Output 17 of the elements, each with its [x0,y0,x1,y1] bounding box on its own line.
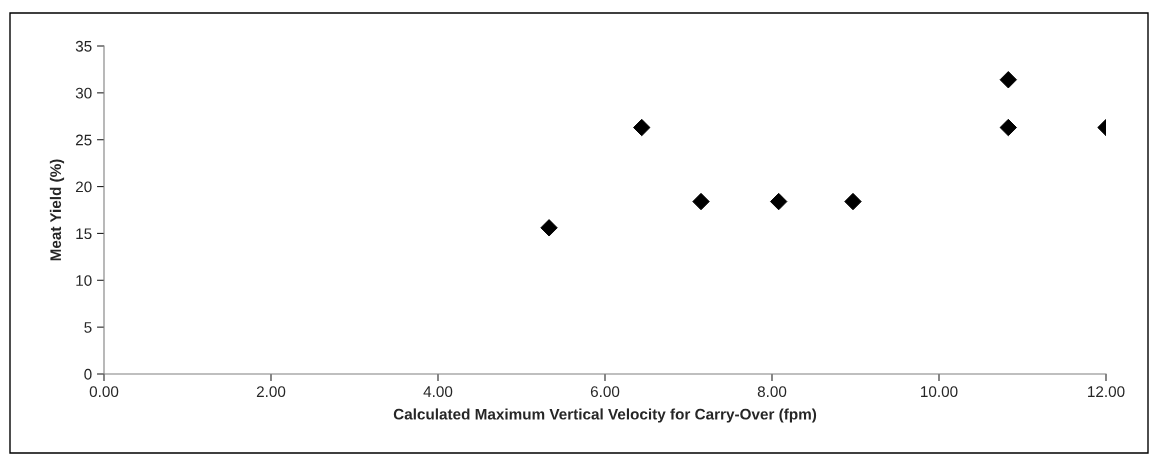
y-tick-label: 15 [76,228,92,240]
x-tick-label: 8.00 [757,386,787,398]
x-tick-label: 0.00 [89,386,119,398]
x-axis-title: Calculated Maximum Vertical Velocity for Carry-Over (fpm) [393,408,817,423]
y-tick-label: 20 [75,181,92,193]
y-tick-label: 0 [84,368,92,380]
x-tick-label: 12.00 [1088,386,1125,398]
y-tick-label: 5 [84,322,92,333]
y-tick-label: 35 [75,40,92,52]
y-tick-label: 25 [75,134,92,146]
y-tick-label: 10 [76,275,92,286]
y-tick-label: 30 [75,87,92,99]
x-tick-label: 4.00 [423,386,453,398]
x-tick-label: 10.00 [921,386,958,398]
y-axis-title: Meat Yield (%) [49,159,65,261]
x-tick-label: 2.00 [256,386,286,398]
x-tick-label: 6.00 [590,386,620,398]
